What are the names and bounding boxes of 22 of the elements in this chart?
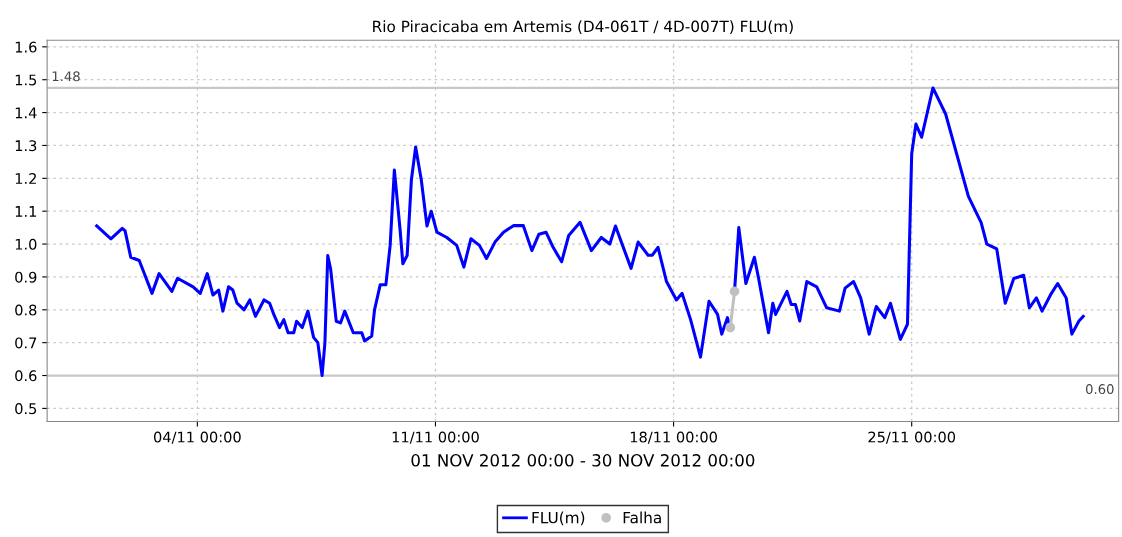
legend-label: Falha bbox=[623, 511, 661, 524]
y-tick-label: 1.2 bbox=[15, 173, 36, 184]
y-tick-label: 0.5 bbox=[15, 403, 37, 415]
x-tick-label: 11/11 00:00 bbox=[392, 431, 479, 444]
y-tick-label: 1.1 bbox=[15, 206, 37, 217]
y-tick-label: 1.0 bbox=[15, 238, 37, 250]
y-tick-label: 1.4 bbox=[15, 107, 37, 119]
y-tick-label: 0.8 bbox=[15, 304, 37, 316]
ref-line-label: 0.60 bbox=[1085, 384, 1114, 395]
x-tick-label: 04/11 00:00 bbox=[153, 431, 241, 444]
ref-line-label: 1.48 bbox=[52, 71, 80, 82]
x-tick-label: 25/11 00:00 bbox=[868, 431, 956, 444]
y-tick-label: 0.7 bbox=[15, 337, 37, 349]
y-tick-label: 1.3 bbox=[15, 140, 37, 152]
y-tick-label: 1.5 bbox=[15, 74, 37, 86]
y-tick-label: 0.9 bbox=[15, 271, 37, 283]
chart-title: Rio Piracicaba em Artemis (D4-061T / 4D-007T) FLU(m) bbox=[373, 20, 793, 34]
y-tick-label: 1.6 bbox=[15, 41, 37, 53]
x-axis-title: 01 NOV 2012 00:00 - 30 NOV 2012 00:00 bbox=[411, 454, 755, 467]
y-tick-label: 0.6 bbox=[15, 370, 37, 382]
legend-label: FLU(m) bbox=[532, 511, 585, 526]
x-tick-label: 18/11 00:00 bbox=[630, 431, 717, 444]
